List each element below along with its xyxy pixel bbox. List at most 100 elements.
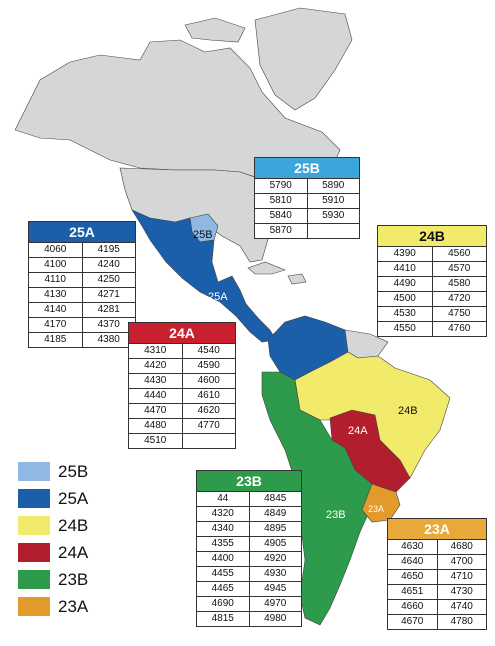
legend-item: 25A bbox=[18, 485, 88, 512]
table-row: 4465 4945 bbox=[197, 581, 301, 597]
table-cell: 4580 bbox=[431, 276, 486, 292]
table-cell: 4480 bbox=[129, 418, 183, 434]
table-cell: 4320 bbox=[197, 506, 250, 522]
table-cell: 4895 bbox=[248, 521, 301, 537]
map-label-25B: 25B bbox=[193, 229, 213, 241]
arctic-islands-shape bbox=[184, 17, 246, 43]
table-cell: 4110 bbox=[29, 272, 83, 288]
map-label-25A: 25A bbox=[208, 291, 228, 303]
legend-item: 24A bbox=[18, 539, 88, 566]
table-row: 4430 4600 bbox=[129, 373, 235, 389]
table-cell: 4470 bbox=[129, 403, 183, 419]
legend-swatch bbox=[18, 462, 50, 481]
panel-24A-header: 24A bbox=[129, 323, 235, 344]
table-cell: 4340 bbox=[197, 521, 250, 537]
canada-shape bbox=[14, 39, 341, 183]
table-cell: 4640 bbox=[388, 554, 438, 570]
table-row: 4140 4281 bbox=[29, 302, 135, 318]
table-cell: 4680 bbox=[436, 540, 486, 555]
table-row: 4690 4970 bbox=[197, 596, 301, 612]
table-cell: 4500 bbox=[378, 291, 433, 307]
table-row: 4440 4610 bbox=[129, 388, 235, 404]
table-row: 4130 4271 bbox=[29, 287, 135, 303]
table-cell: 4750 bbox=[431, 306, 486, 322]
map-label-24A: 24A bbox=[348, 425, 368, 437]
table-row: 4650 4710 bbox=[388, 569, 486, 585]
table-row: 4310 4540 bbox=[129, 344, 235, 359]
table-row: 4640 4700 bbox=[388, 554, 486, 570]
panel-23B-table: 44 4845 4320 4849 4340 4895 4355 4905 4400 4920 44… bbox=[197, 492, 301, 626]
panel-24A-table: 4310 4540 4420 4590 4430 4600 4440 4610 4470 4620… bbox=[129, 344, 235, 448]
table-row: 4100 4240 bbox=[29, 257, 135, 273]
panel-25A-header: 25A bbox=[29, 222, 135, 243]
panel-25A-table: 4060 4195 4100 4240 4110 4250 4130 4271 4140 4281… bbox=[29, 243, 135, 347]
table-cell: 5910 bbox=[306, 193, 359, 209]
table-row: 4060 4195 bbox=[29, 243, 135, 258]
table-cell bbox=[181, 433, 235, 448]
caribbean-shape bbox=[247, 261, 286, 275]
table-cell: 4980 bbox=[248, 611, 301, 626]
legend-label: 25A bbox=[58, 488, 89, 508]
legend-swatch bbox=[18, 570, 50, 589]
table-row: 4400 4920 bbox=[197, 551, 301, 567]
legend-label: 24B bbox=[58, 515, 89, 535]
table-cell: 4550 bbox=[378, 321, 433, 336]
table-cell: 4650 bbox=[388, 569, 438, 585]
table-row: 4510 bbox=[129, 433, 235, 448]
table-cell: 4380 bbox=[81, 332, 135, 347]
table-cell: 4720 bbox=[431, 291, 486, 307]
table-row: 4455 4930 bbox=[197, 566, 301, 582]
map-label-23A: 23A bbox=[368, 504, 384, 514]
table-cell: 4060 bbox=[29, 243, 83, 258]
table-cell: 4530 bbox=[378, 306, 433, 322]
table-cell: 5840 bbox=[255, 208, 308, 224]
table-cell: 4420 bbox=[129, 358, 183, 374]
table-row: 5870 bbox=[255, 223, 359, 238]
legend-item: 25B bbox=[18, 458, 88, 485]
legend-item: 23B bbox=[18, 566, 88, 593]
table-cell: 4760 bbox=[431, 321, 486, 336]
table-cell: 4700 bbox=[436, 554, 486, 570]
panel-25A: 25A 4060 4195 4100 4240 4110 4250 4130 4271 4140… bbox=[28, 221, 136, 348]
table-cell: 5930 bbox=[306, 208, 359, 224]
table-cell: 4390 bbox=[378, 247, 433, 262]
table-cell: 4185 bbox=[29, 332, 83, 347]
table-cell: 4560 bbox=[431, 247, 486, 262]
table-cell: 4281 bbox=[81, 302, 135, 318]
legend-swatch bbox=[18, 516, 50, 535]
table-cell: 4510 bbox=[129, 433, 183, 448]
greenland-shape bbox=[254, 7, 353, 111]
table-cell: 4730 bbox=[436, 584, 486, 600]
table-row: 4390 4560 bbox=[378, 247, 486, 262]
table-row: 44 4845 bbox=[197, 492, 301, 507]
panel-23A-header: 23A bbox=[388, 519, 486, 540]
table-cell: 4570 bbox=[431, 261, 486, 277]
panel-23A-table: 4630 4680 4640 4700 4650 4710 4651 4730 4660 4740… bbox=[388, 540, 486, 629]
table-row: 4470 4620 bbox=[129, 403, 235, 419]
table-cell: 5870 bbox=[255, 223, 308, 238]
table-row: 4550 4760 bbox=[378, 321, 486, 336]
table-cell: 4370 bbox=[81, 317, 135, 333]
table-cell: 4740 bbox=[436, 599, 486, 615]
table-cell bbox=[306, 223, 359, 238]
table-cell: 4690 bbox=[197, 596, 250, 612]
table-row: 4530 4750 bbox=[378, 306, 486, 322]
table-cell: 4920 bbox=[248, 551, 301, 567]
table-cell: 5810 bbox=[255, 193, 308, 209]
table-row: 5790 5890 bbox=[255, 179, 359, 194]
table-cell: 4130 bbox=[29, 287, 83, 303]
panel-23B: 23B 44 4845 4320 4849 4340 4895 4355 4905 4400 49… bbox=[196, 470, 302, 627]
table-cell: 5790 bbox=[255, 179, 308, 194]
panel-24B: 24B 4390 4560 4410 4570 4490 4580 4500 4720 4530… bbox=[377, 225, 487, 337]
table-cell: 4140 bbox=[29, 302, 83, 318]
map-label-24B: 24B bbox=[398, 405, 418, 417]
table-cell: 4430 bbox=[129, 373, 183, 389]
panel-25B: 25B 5790 5890 5810 5910 5840 5930 5870 bbox=[254, 157, 360, 239]
table-cell: 4770 bbox=[181, 418, 235, 434]
panel-23B-header: 23B bbox=[197, 471, 301, 492]
legend-label: 24A bbox=[58, 542, 89, 562]
map-label-23B: 23B bbox=[326, 509, 346, 521]
hispaniola-shape bbox=[287, 273, 307, 285]
legend-label: 23A bbox=[58, 596, 89, 616]
table-cell: 4355 bbox=[197, 536, 250, 552]
